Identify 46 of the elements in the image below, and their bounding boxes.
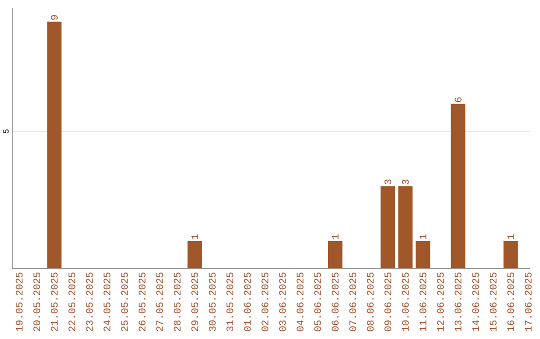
x-tick-label: 28.05.2025	[174, 272, 181, 331]
x-tick-label: 26.05.2025	[138, 272, 146, 331]
x-tick-label: 23.05.2025	[86, 272, 93, 331]
bar	[328, 240, 342, 268]
x-tick-label: 14.06.2025	[472, 272, 479, 331]
x-tick-label: 16.06.2025	[507, 272, 514, 331]
x-tick-label: 04.06.2025	[296, 272, 304, 332]
x-tick-label: 15.06.2025	[490, 272, 497, 331]
x-tick-label: 22.05.2025	[68, 272, 76, 331]
x-tick-label: 21.05.2025	[50, 272, 58, 331]
x-tick-label: 31.05.2025	[226, 272, 234, 332]
data-label: 1	[507, 234, 514, 239]
bar	[504, 240, 518, 268]
x-tick-label: 17.06.2025	[524, 272, 532, 331]
bar	[380, 186, 396, 268]
data-label: 1	[191, 234, 198, 239]
x-tick-label: 08.06.2025	[366, 272, 374, 332]
data-label: 3	[384, 180, 392, 184]
x-tick-label: 20.05.2025	[33, 272, 40, 331]
x-tick-label: 07.06.2025	[349, 272, 356, 332]
x-tick-label: 01.06.2025	[244, 272, 251, 332]
data-label: 6	[454, 97, 462, 102]
data-label: 3	[402, 180, 409, 184]
x-tick-label: 25.05.2025	[121, 272, 128, 331]
x-tick-label: 29.05.2025	[191, 272, 198, 331]
x-tick-label: 11.06.2025	[420, 272, 426, 331]
x-tick-label: 19.05.2025	[16, 272, 23, 331]
x-tick-label: 27.05.2025	[156, 272, 164, 331]
bar	[188, 240, 202, 268]
bar	[47, 22, 62, 268]
bar	[416, 240, 430, 268]
bar	[450, 104, 466, 268]
x-tick-label: 09.06.2025	[384, 272, 392, 332]
x-tick-label: 30.05.2025	[208, 272, 216, 332]
data-label: 1	[332, 234, 338, 239]
x-tick-label: 13.06.2025	[454, 272, 462, 331]
x-tick-label: 06.06.2025	[332, 272, 339, 332]
x-tick-label: 12.06.2025	[437, 272, 444, 331]
x-tick-label: 03.06.2025	[279, 272, 286, 332]
x-tick-label: 02.06.2025	[262, 272, 268, 332]
bar	[398, 186, 413, 268]
x-tick-label: 24.05.2025	[104, 272, 110, 331]
x-tick-label: 05.06.2025	[314, 272, 322, 332]
data-label: 1	[420, 234, 426, 239]
x-tick-label: 10.06.2025	[402, 272, 409, 331]
data-label: 9	[50, 15, 58, 20]
